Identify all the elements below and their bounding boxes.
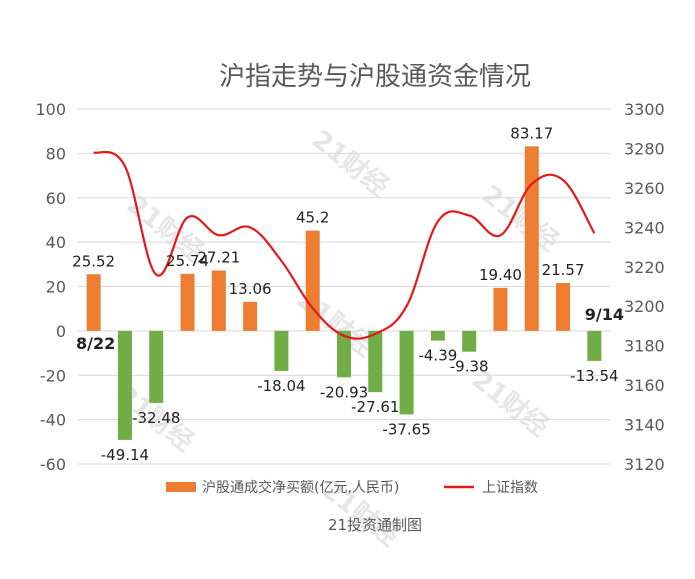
bar-9: [368, 330, 383, 393]
bar-label-15: 21.57: [542, 261, 585, 279]
bar-15: [556, 283, 571, 331]
line-series: [93, 150, 596, 340]
category-label-0: 8/22: [76, 334, 115, 353]
left-tick-4: 20: [46, 278, 66, 297]
category-labels: 8/22 9/14: [76, 305, 624, 353]
left-tick-3: 40: [46, 233, 66, 252]
bar-3: [180, 273, 195, 331]
legend-swatch-net-buy: [166, 482, 196, 492]
legend-label-net-buy: 沪股通成交净买额(亿元,人民币): [202, 479, 399, 496]
left-tick-8: -60: [40, 455, 66, 474]
bar-label-6: -18.04: [257, 377, 305, 395]
chart-title: 沪指走势与沪股通资金情况: [219, 62, 531, 92]
index-line: [93, 150, 596, 340]
bar-0: [86, 274, 101, 331]
right-tick-3: 3240: [624, 218, 665, 237]
right-tick-9: 3120: [624, 455, 665, 474]
right-tick-0: 3300: [624, 100, 665, 119]
bar-series: [86, 146, 602, 440]
bar-label-3: 25.74: [166, 252, 209, 270]
bar-label-1: -49.14: [101, 446, 149, 464]
right-axis-ticks: 3300 3280 3260 3240 3220 3200 3180 3160 3140 3120: [624, 100, 665, 474]
bar-label-16: -13.54: [570, 367, 618, 385]
category-label-16: 9/14: [585, 305, 624, 324]
left-tick-6: -20: [40, 366, 66, 385]
bar-6: [274, 330, 289, 371]
right-tick-2: 3260: [624, 179, 665, 198]
right-tick-1: 3280: [624, 139, 665, 158]
bar-label-14: 83.17: [510, 124, 553, 142]
bar-11: [430, 330, 445, 341]
bar-2: [149, 330, 164, 403]
watermark-0: 21财经: [306, 124, 395, 203]
legend-label-index: 上证指数: [482, 480, 538, 496]
right-tick-7: 3160: [624, 376, 665, 395]
bar-8: [337, 330, 351, 378]
bar-5: [243, 301, 258, 331]
watermark-2: 21财经: [476, 179, 565, 258]
right-tick-8: 3140: [624, 416, 665, 435]
bar-label-9: -27.61: [351, 398, 399, 416]
left-tick-7: -40: [40, 411, 66, 430]
source-note: 21投资通制图: [328, 516, 422, 534]
bar-label-7: 45.2: [296, 209, 329, 227]
right-tick-5: 3200: [624, 297, 665, 316]
bar-10: [399, 330, 414, 415]
right-tick-4: 3220: [624, 258, 665, 277]
left-tick-0: 100: [35, 100, 66, 119]
right-tick-6: 3180: [624, 337, 665, 356]
bar-label-4: 27.21: [197, 249, 240, 267]
bar-label-5: 13.06: [229, 280, 272, 298]
bar-label-11: -4.39: [418, 347, 457, 365]
left-axis-ticks: 100 80 60 40 20 0 -20 -40 -60: [35, 100, 66, 474]
bar-label-2: -32.48: [132, 409, 180, 427]
bar-label-12: -9.38: [450, 358, 489, 376]
bar-1: [117, 330, 132, 440]
bar-12: [462, 330, 477, 352]
bar-label-10: -37.65: [382, 420, 430, 438]
bar-label-8: -20.93: [320, 383, 368, 401]
left-tick-2: 60: [46, 189, 66, 208]
bar-label-0: 25.52: [72, 252, 115, 270]
bar-16: [587, 330, 602, 361]
left-tick-5: 0: [56, 322, 66, 341]
left-tick-1: 80: [46, 144, 66, 163]
bar-13: [493, 287, 508, 331]
bar-7: [305, 230, 320, 331]
bar-4: [211, 270, 226, 331]
bar-label-13: 19.40: [479, 266, 522, 284]
bar-14: [524, 146, 539, 331]
legend: 沪股通成交净买额(亿元,人民币) 上证指数: [166, 479, 538, 496]
